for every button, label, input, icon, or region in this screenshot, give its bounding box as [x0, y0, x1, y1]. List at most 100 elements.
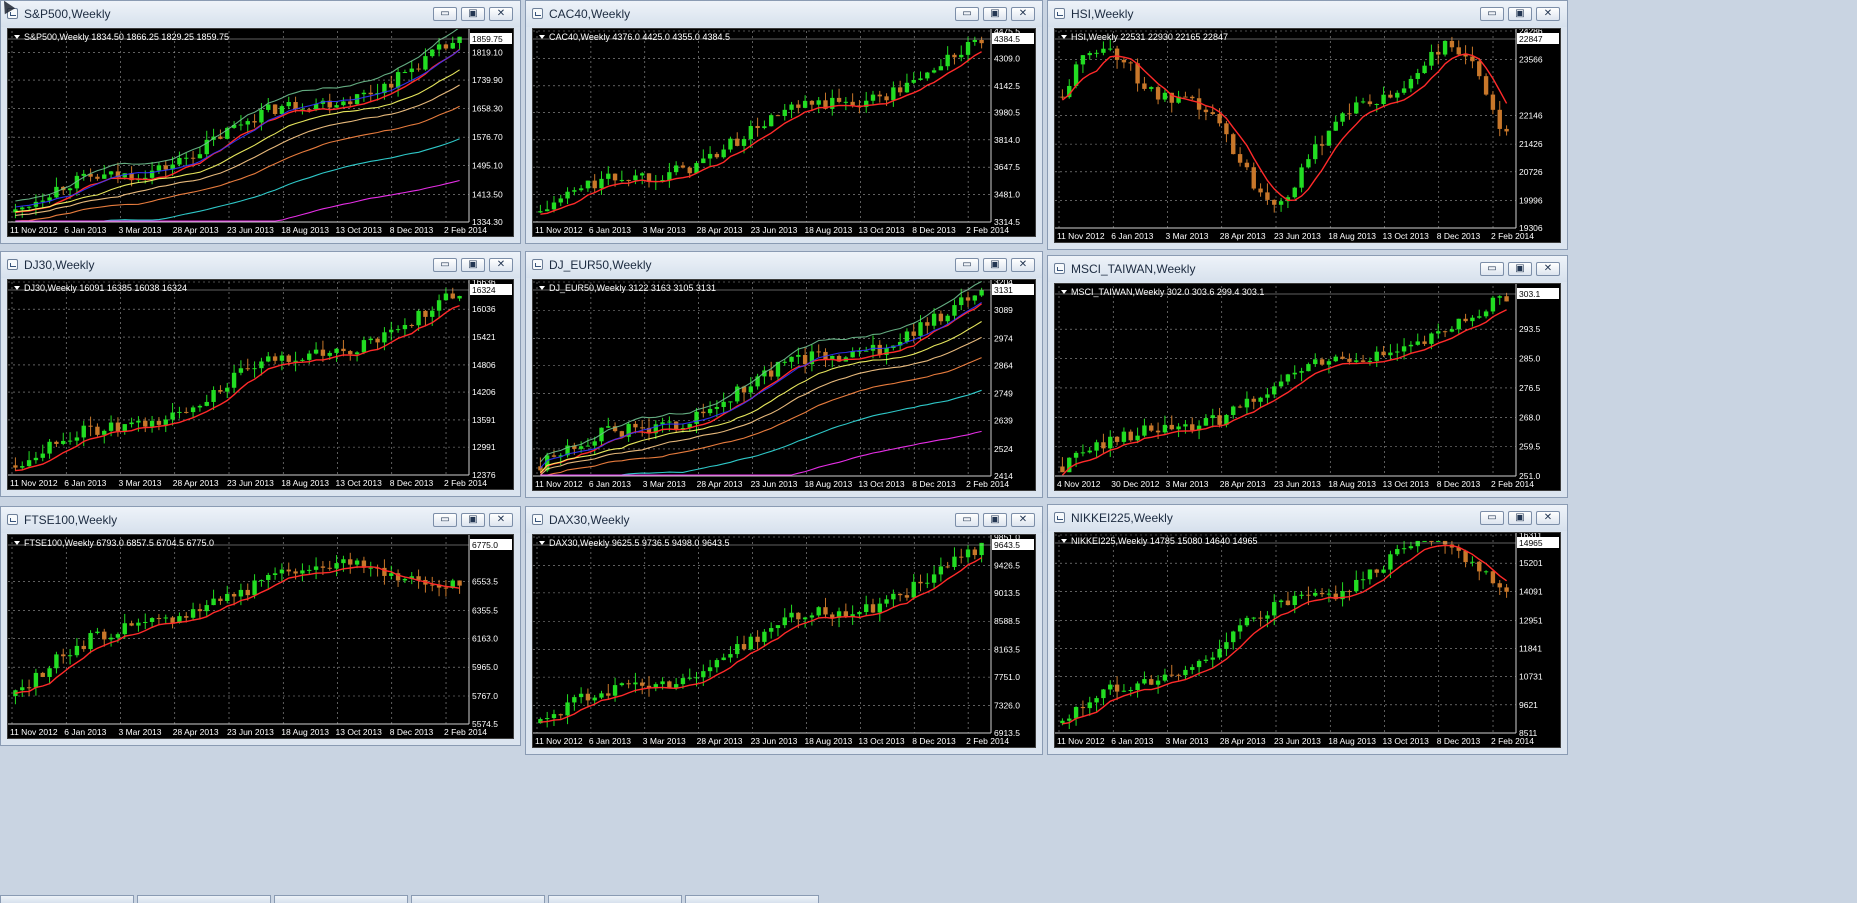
candle-body [1217, 415, 1222, 425]
candle-body [1265, 615, 1270, 619]
candle-body [782, 617, 787, 626]
candle-body [300, 359, 305, 361]
chart-area[interactable]: 1334.30 1413.50 1495.10 1576.70 1658.30 1739.… [7, 28, 514, 237]
close-button[interactable]: ✕ [1536, 511, 1560, 525]
chart-window-dj-eur50[interactable]: DJ_EUR50,Weekly ▭ ▣ ✕ 2414 2524 2639 2749 28… [525, 251, 1043, 498]
collapse-triangle-icon[interactable] [1061, 35, 1067, 39]
restore-button[interactable]: ▣ [1508, 511, 1532, 525]
minimized-window-tab[interactable] [0, 895, 134, 903]
title-bar[interactable]: NIKKEI225,Weekly ▭ ▣ ✕ [1048, 505, 1567, 531]
close-button[interactable]: ✕ [1536, 262, 1560, 276]
chart-area[interactable]: 2414 2524 2639 2749 2864 2974 3089 3204 3131 11 N… [532, 279, 1036, 491]
minimized-window-tab[interactable] [411, 895, 545, 903]
title-bar[interactable]: HSI,Weekly ▭ ▣ ✕ [1048, 1, 1567, 27]
chart-area[interactable]: 12376 12991 13591 14206 14806 15421 16036 16636… [7, 279, 514, 490]
title-bar[interactable]: DJ_EUR50,Weekly ▭ ▣ ✕ [526, 252, 1042, 278]
chart-area[interactable]: 3314.5 3481.0 3647.5 3814.0 3980.5 4142.5 4309… [532, 28, 1036, 237]
chart-window-dj30[interactable]: DJ30,Weekly ▭ ▣ ✕ 12376 12991 13591 14206 14… [0, 251, 521, 497]
chart-window-sp500[interactable]: S&P500,Weekly ▭ ▣ ✕ 1334.30 1413.50 1495.1… [0, 0, 521, 244]
candle-body [129, 623, 134, 626]
restore-button[interactable]: ▣ [461, 7, 485, 21]
minimized-window-tab[interactable] [137, 895, 271, 903]
minimized-window-tab[interactable] [274, 895, 408, 903]
collapse-triangle-icon[interactable] [14, 286, 20, 290]
collapse-triangle-icon[interactable] [539, 541, 545, 545]
restore-button[interactable]: ▣ [1508, 262, 1532, 276]
title-bar[interactable]: CAC40,Weekly ▭ ▣ ✕ [526, 1, 1042, 27]
close-button[interactable]: ✕ [1011, 513, 1035, 527]
chart-window-dax30[interactable]: DAX30,Weekly ▭ ▣ ✕ 6913.5 7326.0 7751.0 816… [525, 506, 1043, 755]
close-button[interactable]: ✕ [489, 7, 513, 21]
chart-window-nikkei225[interactable]: NIKKEI225,Weekly ▭ ▣ ✕ 8511 9621 10731 1184… [1047, 504, 1568, 755]
window-title: HSI,Weekly [1071, 7, 1134, 21]
minimize-button[interactable]: ▭ [1480, 7, 1504, 21]
chart-window-hsi[interactable]: HSI,Weekly ▭ ▣ ✕ 19306 19996 20726 21426 221… [1047, 0, 1568, 250]
candle-body [565, 191, 570, 199]
restore-button[interactable]: ▣ [461, 258, 485, 272]
collapse-triangle-icon[interactable] [1061, 539, 1067, 543]
restore-button[interactable]: ▣ [983, 513, 1007, 527]
candle-body [88, 633, 93, 650]
candle-body [653, 424, 658, 434]
close-button[interactable]: ✕ [1011, 258, 1035, 272]
chart-area[interactable]: 5574.5 5767.0 5965.0 6163.0 6355.5 6553.5 6775… [7, 534, 514, 739]
time-tick-label: 3 Mar 2013 [119, 478, 162, 488]
close-button[interactable]: ✕ [1536, 7, 1560, 21]
candle-body [897, 593, 903, 596]
candle-body [809, 351, 815, 365]
price-chart-svg: 1334.30 1413.50 1495.10 1576.70 1658.30 1739.… [8, 29, 512, 235]
indicator-line [15, 29, 459, 202]
candle-body [1497, 296, 1502, 298]
minimize-button[interactable]: ▭ [955, 513, 979, 527]
close-button[interactable]: ✕ [1011, 7, 1035, 21]
restore-button[interactable]: ▣ [983, 7, 1007, 21]
chart-window-ftse100[interactable]: FTSE100,Weekly ▭ ▣ ✕ 5574.5 5767.0 5965.0 6… [0, 506, 521, 746]
candle-body [1347, 113, 1352, 115]
minimize-button[interactable]: ▭ [1480, 511, 1504, 525]
collapse-triangle-icon[interactable] [539, 286, 545, 290]
collapse-triangle-icon[interactable] [14, 541, 20, 545]
title-bar[interactable]: MSCI_TAIWAN,Weekly ▭ ▣ ✕ [1048, 256, 1567, 282]
chart-area[interactable]: 6913.5 7326.0 7751.0 8163.5 8588.5 9013.5 9426… [532, 534, 1036, 748]
chart-window-icon [1054, 8, 1065, 19]
collapse-triangle-icon[interactable] [14, 35, 20, 39]
candle-body [1442, 40, 1448, 55]
minimized-window-tab[interactable] [548, 895, 682, 903]
close-button[interactable]: ✕ [489, 258, 513, 272]
restore-button[interactable]: ▣ [1508, 7, 1532, 21]
candle-body [81, 645, 86, 650]
candle-body [578, 693, 584, 698]
minimize-button[interactable]: ▭ [1480, 262, 1504, 276]
candle-body [457, 580, 462, 586]
grid [8, 537, 469, 725]
restore-button[interactable]: ▣ [983, 258, 1007, 272]
title-bar[interactable]: DJ30,Weekly ▭ ▣ ✕ [1, 252, 520, 278]
candle-body [653, 684, 658, 689]
collapse-triangle-icon[interactable] [1061, 290, 1067, 294]
minimize-button[interactable]: ▭ [433, 513, 457, 527]
chart-window-msci-taiwan[interactable]: MSCI_TAIWAN,Weekly ▭ ▣ ✕ 251.0 259.5 268.0… [1047, 255, 1568, 498]
chart-area[interactable]: 8511 9621 10731 11841 12951 14091 15201 16311 14… [1054, 532, 1561, 748]
title-bar[interactable]: S&P500,Weekly ▭ ▣ ✕ [1, 1, 520, 27]
time-axis-labels: 11 Nov 2012 6 Jan 2013 3 Mar 2013 28 Apr 20… [535, 479, 1009, 489]
time-tick-label: 6 Jan 2013 [64, 478, 106, 488]
chart-window-cac40[interactable]: CAC40,Weekly ▭ ▣ ✕ 3314.5 3481.0 3647.5 381… [525, 0, 1043, 244]
candle-body [204, 605, 209, 612]
candle-body [1135, 683, 1140, 690]
chart-area[interactable]: 19306 19996 20726 21426 22146 23566 24286 22847… [1054, 28, 1561, 243]
close-button[interactable]: ✕ [489, 513, 513, 527]
chart-area[interactable]: 251.0 259.5 268.0 276.5 285.0 293.5 303.1 4 Nov… [1054, 283, 1561, 491]
candle-body [606, 693, 611, 696]
title-bar[interactable]: FTSE100,Weekly ▭ ▣ ✕ [1, 507, 520, 533]
minimize-button[interactable]: ▭ [955, 258, 979, 272]
minimize-button[interactable]: ▭ [433, 7, 457, 21]
minimize-button[interactable]: ▭ [955, 7, 979, 21]
collapse-triangle-icon[interactable] [539, 35, 545, 39]
minimize-button[interactable]: ▭ [433, 258, 457, 272]
price-chart-svg: 6913.5 7326.0 7751.0 8163.5 8588.5 9013.5 9426… [533, 535, 1034, 746]
minimized-window-tab[interactable] [685, 895, 819, 903]
restore-button[interactable]: ▣ [461, 513, 485, 527]
title-bar[interactable]: DAX30,Weekly ▭ ▣ ✕ [526, 507, 1042, 533]
candle-body [979, 290, 984, 296]
price-tick-label: 5965.0 [472, 662, 498, 672]
